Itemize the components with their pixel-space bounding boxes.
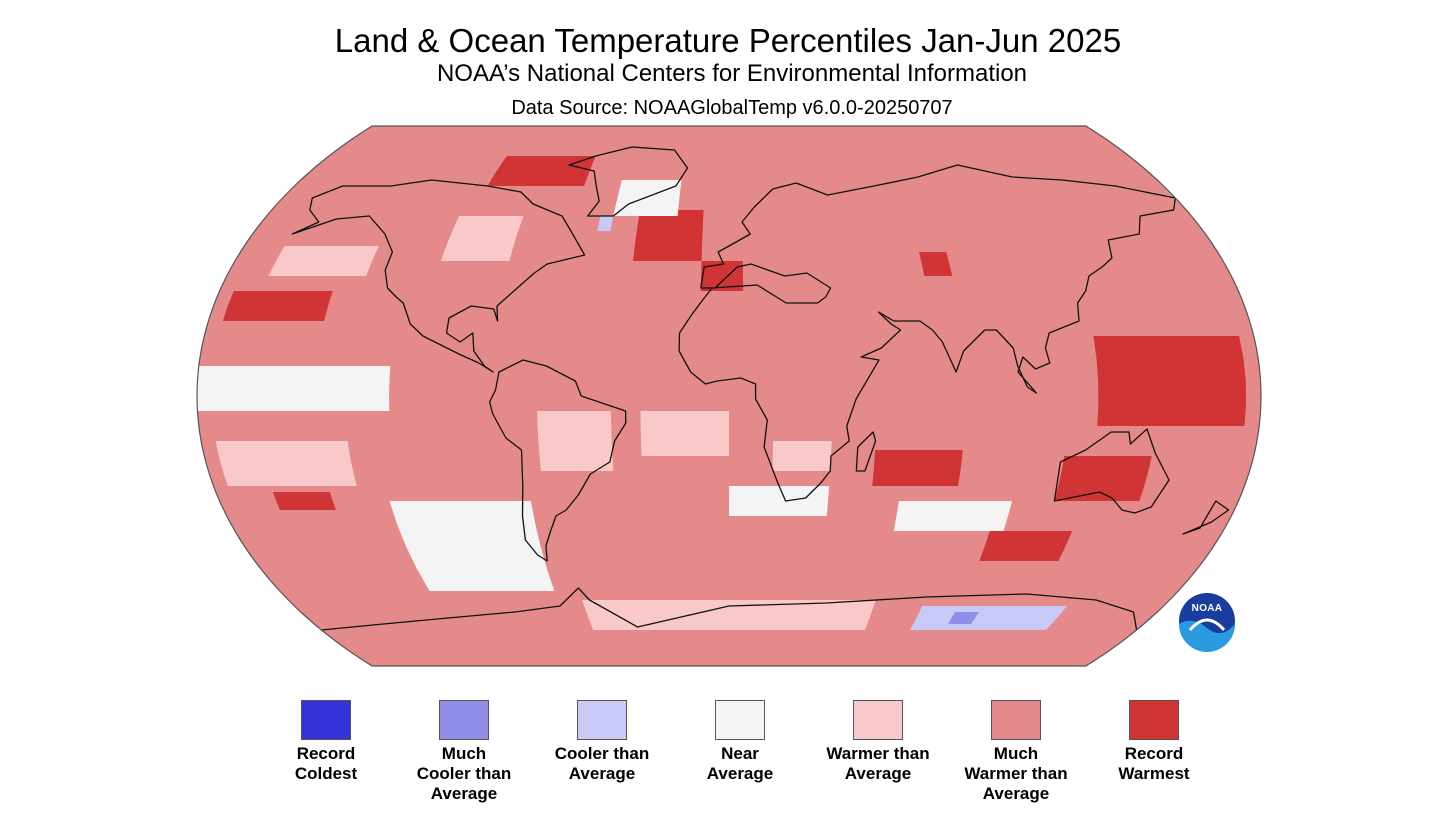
greenland-outline xyxy=(568,146,689,217)
anomaly-region xyxy=(893,501,1012,531)
map-border xyxy=(196,125,1262,667)
data-source: Data Source: NOAAGlobalTemp v6.0.0-20250… xyxy=(511,97,953,119)
south-america-outline xyxy=(488,359,627,562)
eurasia-africa-outline xyxy=(678,164,1177,502)
legend-swatch xyxy=(991,700,1041,740)
anomaly-region xyxy=(910,606,1067,630)
noaa-logo: NOAA xyxy=(1176,590,1238,652)
new-zealand-outline xyxy=(1182,500,1230,535)
anomaly-region xyxy=(222,291,333,321)
anomaly-region xyxy=(272,492,336,510)
legend-item-much-warmer: Much Warmer than Average xyxy=(946,700,1086,804)
antarctica-outline xyxy=(321,587,1138,631)
legend: Record Coldest Much Cooler than Average Co… xyxy=(0,700,1456,810)
anomaly-region xyxy=(197,366,391,411)
legend-label: Much Cooler than Average xyxy=(416,744,512,803)
legend-swatch xyxy=(853,700,903,740)
anomaly-region xyxy=(487,156,596,186)
continent-outlines xyxy=(291,146,1230,631)
anomaly-region xyxy=(268,246,379,276)
legend-item-near: Near Average xyxy=(670,700,810,784)
map-title: Land & Ocean Temperature Percentiles Jan… xyxy=(334,22,1122,59)
anomaly-region xyxy=(582,600,876,630)
north-america-outline xyxy=(291,179,586,373)
anomaly-region xyxy=(947,612,979,624)
legend-swatch xyxy=(1129,700,1179,740)
legend-item-record-coldest: Record Coldest xyxy=(256,700,396,784)
anomaly-region xyxy=(872,450,963,486)
anomaly-region xyxy=(389,501,555,591)
legend-item-record-warmest: Record Warmest xyxy=(1084,700,1224,784)
anomaly-region xyxy=(979,531,1073,561)
legend-swatch xyxy=(577,700,627,740)
anomaly-region xyxy=(440,216,524,261)
anomaly-region xyxy=(640,411,729,456)
legend-label: Record Coldest xyxy=(294,744,358,783)
anomaly-region xyxy=(537,411,614,471)
madagascar-outline xyxy=(855,431,877,472)
legend-label: Warmer than Average xyxy=(826,744,930,783)
australia-outline xyxy=(1053,428,1170,514)
legend-label: Much Warmer than Average xyxy=(964,744,1068,803)
anomaly-region xyxy=(613,180,682,216)
anomaly-region xyxy=(215,441,357,486)
anomaly-region xyxy=(772,441,832,471)
legend-item-much-cooler: Much Cooler than Average xyxy=(394,700,534,804)
anomaly-region xyxy=(632,210,704,261)
anomaly-region xyxy=(1093,336,1247,426)
map-subtitle: NOAA’s National Centers for Environmenta… xyxy=(436,60,1028,87)
anomaly-region xyxy=(597,216,614,231)
noaa-logo-text: NOAA xyxy=(1191,603,1223,614)
anomaly-region xyxy=(919,252,953,276)
legend-swatch xyxy=(715,700,765,740)
legend-label: Near Average xyxy=(706,744,774,783)
world-map xyxy=(196,125,1262,667)
anomaly-region xyxy=(729,486,830,516)
legend-swatch xyxy=(439,700,489,740)
anomaly-region xyxy=(700,261,744,291)
anomaly-region xyxy=(1054,456,1152,501)
legend-item-warmer: Warmer than Average xyxy=(808,700,948,784)
legend-item-cooler: Cooler than Average xyxy=(532,700,672,784)
legend-swatch xyxy=(301,700,351,740)
legend-label: Record Warmest xyxy=(1118,744,1190,783)
noaa-emblem-icon xyxy=(1177,591,1237,652)
legend-label: Cooler than Average xyxy=(554,744,650,783)
